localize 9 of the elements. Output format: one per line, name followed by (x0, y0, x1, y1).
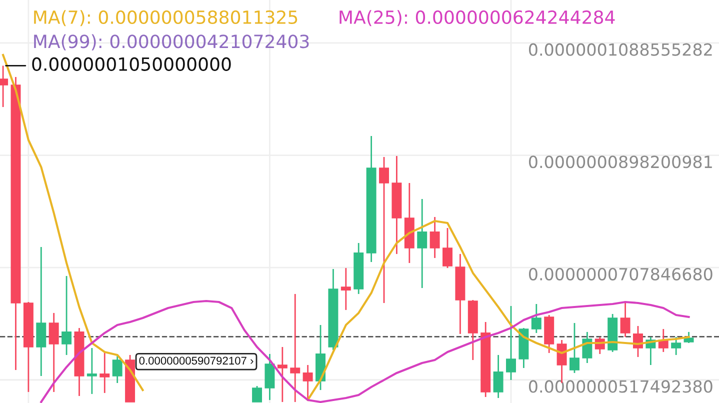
y-tick-label: 0.0000000517492380 (528, 380, 712, 393)
ref-line-label: 0.0000000590792107 › (139, 356, 254, 365)
y-tick-label: 0.0000001088555282 (528, 43, 712, 56)
text: MA(7): 0.0000000588011325 (34, 10, 298, 26)
legend-label: MA(99): 0.0000000421072403 (34, 34, 309, 50)
y-tick-label: 0.0000000898200981 (528, 156, 712, 168)
text: MA(25): 0.0000000624244284 (340, 10, 615, 26)
y-tick-label: 0.0000000707846680 (528, 268, 712, 280)
annotation: 0.0000001050000000 (32, 57, 231, 71)
